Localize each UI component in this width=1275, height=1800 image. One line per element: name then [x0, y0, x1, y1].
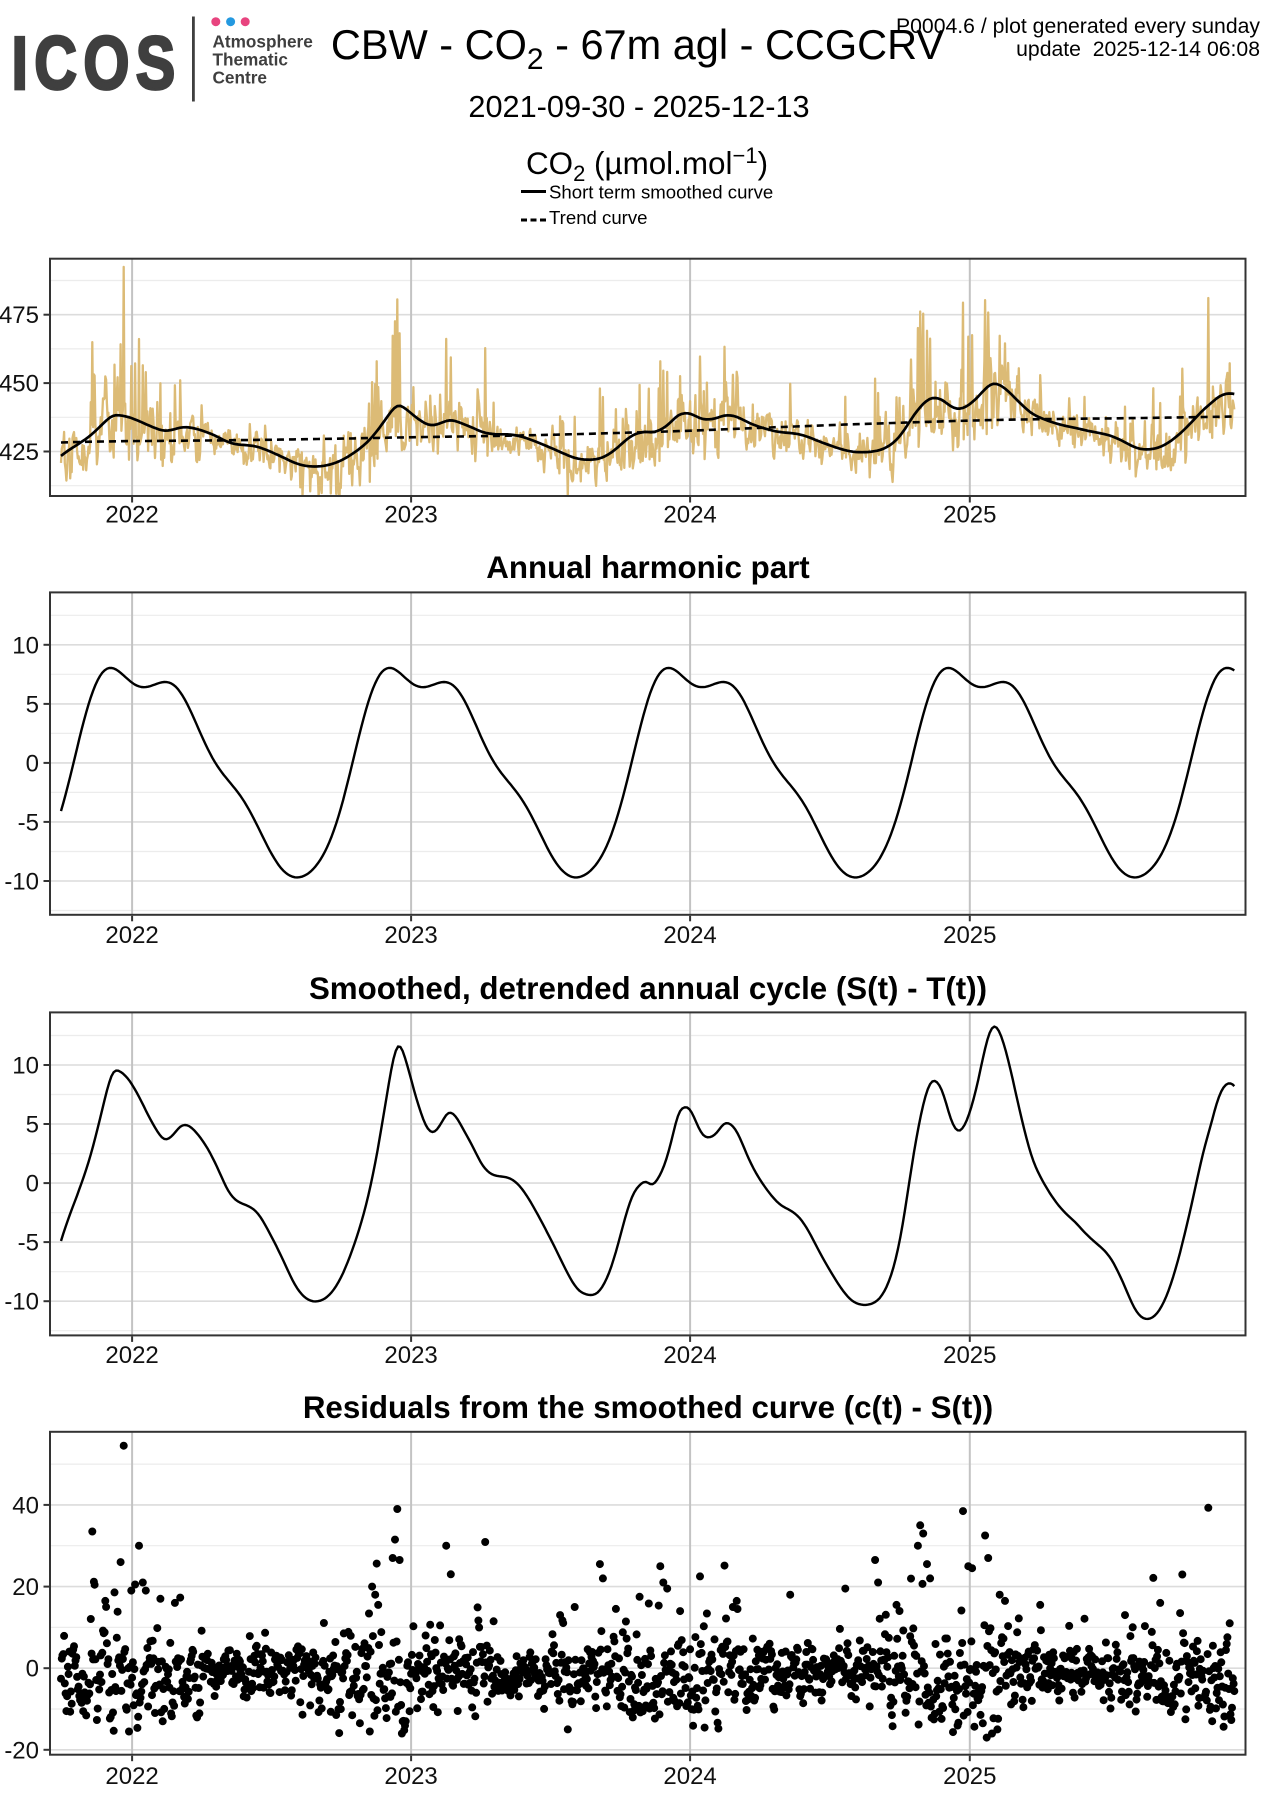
svg-text:-20: -20	[4, 1737, 39, 1764]
svg-text:ICOS: ICOS	[12, 22, 182, 105]
svg-text:Residuals from the smoothed cu: Residuals from the smoothed curve (c(t) …	[303, 1390, 993, 1425]
svg-text:2023: 2023	[384, 1342, 437, 1369]
svg-text:5: 5	[26, 1112, 39, 1139]
svg-text:Short term smoothed curve: Short term smoothed curve	[549, 182, 773, 203]
svg-text:40: 40	[12, 1492, 39, 1519]
svg-text:2024: 2024	[663, 1342, 716, 1369]
svg-text:425: 425	[0, 439, 39, 466]
svg-text:5: 5	[26, 691, 39, 718]
svg-text:2022: 2022	[105, 502, 158, 529]
svg-text:P0004.6 / plot generated every: P0004.6 / plot generated every sunday	[896, 15, 1260, 38]
svg-text:Centre: Centre	[213, 67, 267, 87]
svg-text:2023: 2023	[384, 502, 437, 529]
svg-text:2022: 2022	[105, 922, 158, 949]
svg-text:2025: 2025	[943, 922, 996, 949]
svg-text:2021-09-30 - 2025-12-13: 2021-09-30 - 2025-12-13	[468, 89, 809, 124]
svg-text:2025: 2025	[943, 1763, 996, 1790]
svg-text:Trend curve: Trend curve	[549, 207, 648, 228]
svg-text:2024: 2024	[663, 1763, 716, 1790]
svg-text:2023: 2023	[384, 922, 437, 949]
svg-text:Smoothed, detrended annual cyc: Smoothed, detrended annual cycle (S(t) -…	[309, 971, 987, 1006]
svg-text:-10: -10	[4, 869, 39, 896]
svg-text:-10: -10	[4, 1289, 39, 1316]
svg-text:2025: 2025	[943, 1342, 996, 1369]
svg-text:2022: 2022	[105, 1763, 158, 1790]
svg-text:CO2 (µmol.mol−1): CO2 (µmol.mol−1)	[526, 143, 768, 186]
svg-text:-5: -5	[18, 809, 39, 836]
svg-text:CBW - CO2 - 67m agl - CCGCRV: CBW - CO2 - 67m agl - CCGCRV	[331, 21, 944, 76]
svg-text:20: 20	[12, 1574, 39, 1601]
svg-text:0: 0	[26, 1656, 39, 1683]
svg-text:Annual harmonic part: Annual harmonic part	[486, 550, 810, 585]
svg-text:Atmosphere: Atmosphere	[213, 31, 313, 51]
svg-text:-5: -5	[18, 1230, 39, 1257]
svg-text:update 2025-12-14 06:08: update 2025-12-14 06:08	[1016, 38, 1260, 61]
svg-text:450: 450	[0, 371, 39, 398]
svg-text:0: 0	[26, 750, 39, 777]
svg-text:2023: 2023	[384, 1763, 437, 1790]
svg-text:2024: 2024	[663, 502, 716, 529]
svg-text:10: 10	[12, 632, 39, 659]
svg-text:475: 475	[0, 302, 39, 329]
svg-text:10: 10	[12, 1053, 39, 1080]
svg-text:2022: 2022	[105, 1342, 158, 1369]
svg-text:Thematic: Thematic	[213, 49, 289, 69]
svg-text:2025: 2025	[943, 502, 996, 529]
svg-text:0: 0	[26, 1171, 39, 1198]
svg-text:2024: 2024	[663, 922, 716, 949]
